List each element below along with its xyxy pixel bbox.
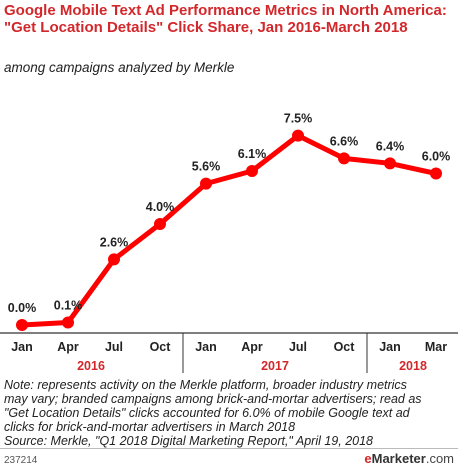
data-label: 2.6% (100, 235, 129, 249)
footer-divider (0, 448, 458, 449)
x-tick-label: Jan (195, 340, 217, 354)
logo-name: Marketer (371, 451, 426, 466)
line-chart: 0.0% 0.1% 2.6% 4.0% 5.6% 6.1% 7.5% 6.6% 6.4% 6.0%… (0, 112, 458, 373)
data-point (430, 167, 442, 180)
data-point (338, 152, 350, 165)
x-tick-label: Jan (379, 340, 401, 354)
note-line: "Get Location Details" clicks accounted … (4, 406, 410, 420)
x-tick-label: Oct (150, 340, 172, 354)
data-label: 4.0% (146, 200, 175, 214)
year-group-label: 2018 (399, 359, 427, 373)
x-tick-label: Jul (105, 340, 123, 354)
year-group-label: 2016 (77, 359, 105, 373)
data-label: 0.1% (54, 298, 83, 312)
logo-e: e (364, 451, 372, 466)
x-tick-label: Apr (57, 340, 79, 354)
data-point (16, 319, 28, 331)
note-line: may vary; branded campaigns among brick-… (4, 392, 422, 406)
data-point (62, 316, 74, 329)
x-tick-label: Mar (425, 340, 447, 354)
data-label: 6.6% (330, 134, 359, 148)
data-point (246, 164, 258, 177)
source-line: Source: Merkle, "Q1 2018 Digital Marketi… (4, 434, 374, 448)
x-tick-label: Oct (334, 340, 356, 354)
x-tick-label: Jan (11, 340, 33, 354)
x-tick-label: Jul (289, 340, 307, 354)
data-point (154, 218, 166, 230)
data-label: 6.4% (376, 139, 405, 153)
data-label: 5.6% (192, 160, 221, 174)
chart-note: Note: represents activity on the Merkle … (4, 378, 454, 448)
data-point (292, 129, 304, 142)
note-line: Note: represents activity on the Merkle … (4, 378, 407, 392)
data-label: 0.0% (8, 301, 37, 315)
data-label: 7.5% (284, 112, 313, 126)
chart-id: 237214 (4, 455, 38, 466)
year-group-label: 2017 (261, 359, 289, 373)
series-line (19, 133, 439, 328)
logo-domain: .com (425, 451, 454, 466)
chart-subtitle: among campaigns analyzed by Merkle (4, 60, 235, 75)
note-line: clicks for brick-and-mortar advertisers … (4, 420, 296, 434)
emarketer-logo[interactable]: eMarketer.com (364, 451, 454, 466)
data-point (200, 177, 212, 190)
data-point (108, 253, 120, 266)
data-label: 6.0% (422, 150, 451, 164)
chart-title: Google Mobile Text Ad Performance Metric… (4, 2, 447, 36)
data-point (384, 157, 396, 170)
x-tick-label: Apr (241, 340, 263, 354)
data-label: 6.1% (238, 147, 267, 161)
